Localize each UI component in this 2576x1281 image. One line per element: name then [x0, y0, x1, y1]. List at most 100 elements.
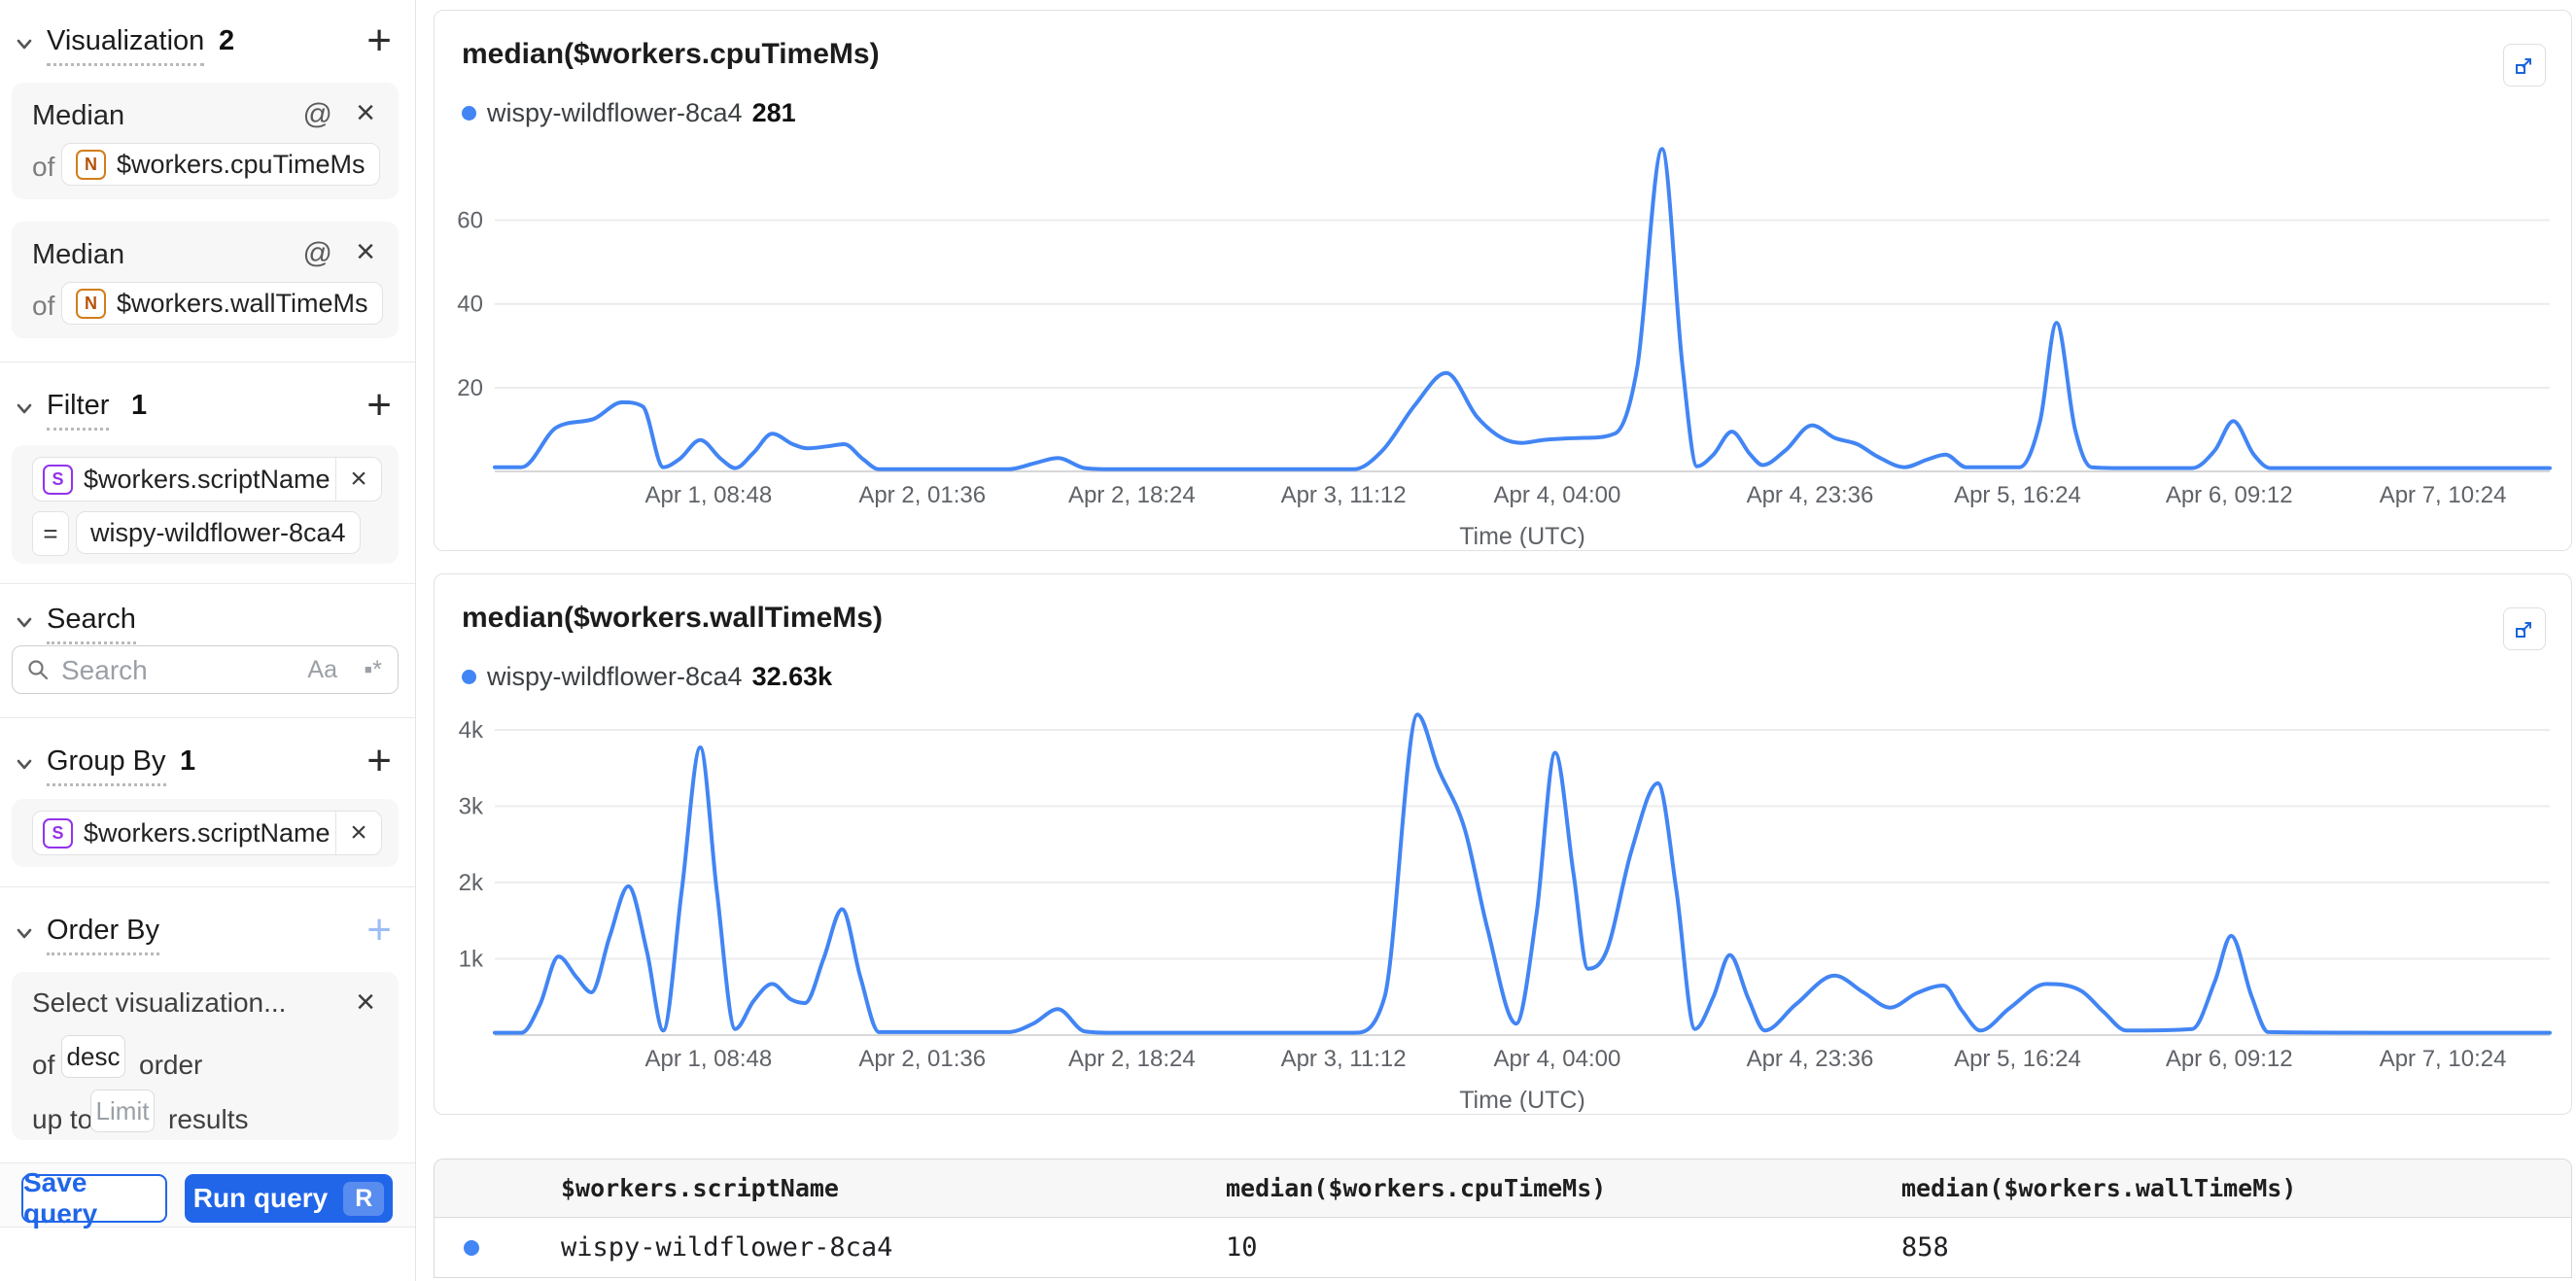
- section-header-group-by[interactable]: Group By 1 +: [0, 740, 415, 786]
- save-query-label: Save query: [23, 1167, 98, 1229]
- svg-text:Apr 5, 16:24: Apr 5, 16:24: [1954, 482, 2081, 508]
- order-by-select[interactable]: Select visualization...: [32, 987, 287, 1018]
- svg-text:Apr 2, 01:36: Apr 2, 01:36: [858, 1046, 986, 1072]
- section-header-search[interactable]: Search: [0, 602, 415, 644]
- section-count: 2: [219, 25, 235, 56]
- svg-text:40: 40: [457, 292, 483, 318]
- results-label: results: [168, 1104, 249, 1134]
- svg-text:Apr 4, 04:00: Apr 4, 04:00: [1494, 1046, 1621, 1072]
- column-header-wall-time[interactable]: median($workers.wallTimeMs): [1901, 1174, 2297, 1202]
- series-color-dot: [464, 1240, 479, 1256]
- chevron-down-icon: [17, 928, 32, 939]
- svg-text:Apr 6, 09:12: Apr 6, 09:12: [2166, 1046, 2293, 1072]
- match-case-icon[interactable]: Aa: [307, 656, 337, 683]
- add-order-by-button[interactable]: +: [366, 906, 392, 953]
- expand-chart-button[interactable]: [2503, 44, 2546, 87]
- wall-time-chart-plot[interactable]: 1k 2k 3k 4k Apr 1, 08:48 Apr 2, 01:36 Apr 2, 1…: [435, 709, 2571, 1112]
- aggregation-label: Median: [32, 100, 125, 131]
- run-query-button[interactable]: Run query R: [185, 1174, 393, 1223]
- svg-text:Apr 7, 10:24: Apr 7, 10:24: [2380, 482, 2507, 508]
- svg-text:2k: 2k: [459, 870, 484, 896]
- at-icon[interactable]: @: [302, 98, 332, 130]
- field-chip[interactable]: N $workers.wallTimeMs: [61, 282, 383, 325]
- svg-text:Apr 7, 10:24: Apr 7, 10:24: [2380, 1046, 2507, 1072]
- svg-text:Time (UTC): Time (UTC): [1459, 1087, 1585, 1112]
- remove-order-by-icon[interactable]: ×: [356, 984, 375, 1021]
- order-direction-select[interactable]: desc: [61, 1035, 125, 1078]
- group-by-card: S $workers.scriptName ×: [12, 799, 399, 867]
- remove-visualization-icon[interactable]: ×: [356, 94, 375, 131]
- remove-group-by-icon[interactable]: ×: [335, 812, 381, 854]
- column-header-script-name[interactable]: $workers.scriptName: [561, 1174, 839, 1202]
- limit-input[interactable]: Limit: [90, 1090, 155, 1132]
- filter-operator[interactable]: =: [32, 511, 69, 556]
- cell-cpu-time: 10: [1226, 1232, 1258, 1263]
- aggregation-label: Median: [32, 239, 125, 270]
- visualization-card: Median @ × of N $workers.cpuTimeMs: [12, 83, 399, 199]
- of-label: of: [32, 1050, 55, 1080]
- column-header-cpu-time[interactable]: median($workers.cpuTimeMs): [1226, 1174, 1607, 1202]
- group-by-field-label: $workers.scriptName: [84, 817, 331, 848]
- svg-text:Apr 5, 16:24: Apr 5, 16:24: [1954, 1046, 2081, 1072]
- cpu-time-chart-plot[interactable]: 20 40 60 Apr 1, 08:48 Apr 2, 01:36 Apr 2, 18:…: [435, 145, 2571, 548]
- chart-title: median($workers.cpuTimeMs): [462, 38, 880, 70]
- divider: [0, 886, 415, 887]
- save-query-button[interactable]: Save query: [21, 1167, 167, 1229]
- svg-text:3k: 3k: [459, 793, 484, 819]
- svg-text:Apr 1, 08:48: Apr 1, 08:48: [644, 1046, 772, 1072]
- add-visualization-button[interactable]: +: [366, 17, 392, 64]
- svg-text:Apr 4, 23:36: Apr 4, 23:36: [1747, 1046, 1874, 1072]
- svg-text:Apr 4, 04:00: Apr 4, 04:00: [1494, 482, 1621, 508]
- legend-item[interactable]: wispy-wildflower-8ca4 281: [462, 98, 796, 128]
- divider: [0, 583, 415, 584]
- chevron-down-icon: [17, 759, 32, 770]
- field-chip-label: $workers.wallTimeMs: [117, 288, 368, 318]
- number-type-icon: N: [76, 149, 106, 180]
- legend-series-name: wispy-wildflower-8ca4: [487, 98, 743, 127]
- add-filter-button[interactable]: +: [366, 381, 392, 429]
- at-icon[interactable]: @: [302, 237, 332, 269]
- section-header-visualization[interactable]: Visualization 2 +: [0, 19, 415, 66]
- expand-icon: [2516, 58, 2531, 74]
- chevron-down-icon: [17, 403, 32, 414]
- up-to-label: up to: [32, 1104, 93, 1134]
- chart-panel-wall-time: median($workers.wallTimeMs) wispy-wildfl…: [434, 573, 2572, 1115]
- cell-script-name: wispy-wildflower-8ca4: [561, 1232, 893, 1263]
- of-label: of: [32, 291, 55, 321]
- visualization-card: Median @ × of N $workers.wallTimeMs: [12, 222, 399, 338]
- regex-icon[interactable]: ▪*: [364, 656, 382, 683]
- legend-series-value: 32.63k: [751, 662, 833, 691]
- add-group-by-button[interactable]: +: [366, 737, 392, 784]
- svg-text:Apr 2, 01:36: Apr 2, 01:36: [858, 482, 986, 508]
- section-header-order-by[interactable]: Order By +: [0, 909, 415, 955]
- svg-text:Apr 3, 11:12: Apr 3, 11:12: [1281, 1046, 1407, 1072]
- svg-text:Apr 6, 09:12: Apr 6, 09:12: [2166, 482, 2293, 508]
- string-type-icon: S: [43, 817, 73, 848]
- expand-chart-button[interactable]: [2503, 607, 2546, 650]
- field-chip[interactable]: N $workers.cpuTimeMs: [61, 143, 380, 186]
- search-icon: [28, 660, 49, 680]
- search-input[interactable]: [59, 650, 296, 691]
- filter-card: S $workers.scriptName × = wispy-wildflow…: [12, 445, 399, 564]
- remove-filter-icon[interactable]: ×: [335, 458, 381, 501]
- legend-dot: [462, 670, 476, 684]
- group-by-field[interactable]: S $workers.scriptName ×: [32, 811, 382, 855]
- svg-text:Apr 2, 18:24: Apr 2, 18:24: [1068, 482, 1196, 508]
- legend-series-name: wispy-wildflower-8ca4: [487, 662, 743, 691]
- filter-value-chip[interactable]: wispy-wildflower-8ca4: [76, 511, 361, 554]
- section-count: 1: [180, 745, 196, 777]
- section-label: Order By: [47, 915, 160, 955]
- chart-title: median($workers.wallTimeMs): [462, 602, 883, 634]
- filter-field[interactable]: S $workers.scriptName ×: [32, 457, 382, 502]
- cell-wall-time: 858: [1901, 1232, 1949, 1263]
- remove-visualization-icon[interactable]: ×: [356, 233, 375, 270]
- filter-field-label: $workers.scriptName: [84, 464, 331, 494]
- section-header-filter[interactable]: Filter 1 +: [0, 384, 415, 431]
- section-label: Filter: [47, 390, 110, 431]
- legend-item[interactable]: wispy-wildflower-8ca4 32.63k: [462, 662, 832, 692]
- table-header-row: $workers.scriptName median($workers.cpuT…: [435, 1160, 2571, 1218]
- table-row[interactable]: wispy-wildflower-8ca4 10 858: [435, 1218, 2571, 1277]
- divider: [0, 362, 415, 363]
- expand-icon: [2516, 622, 2531, 638]
